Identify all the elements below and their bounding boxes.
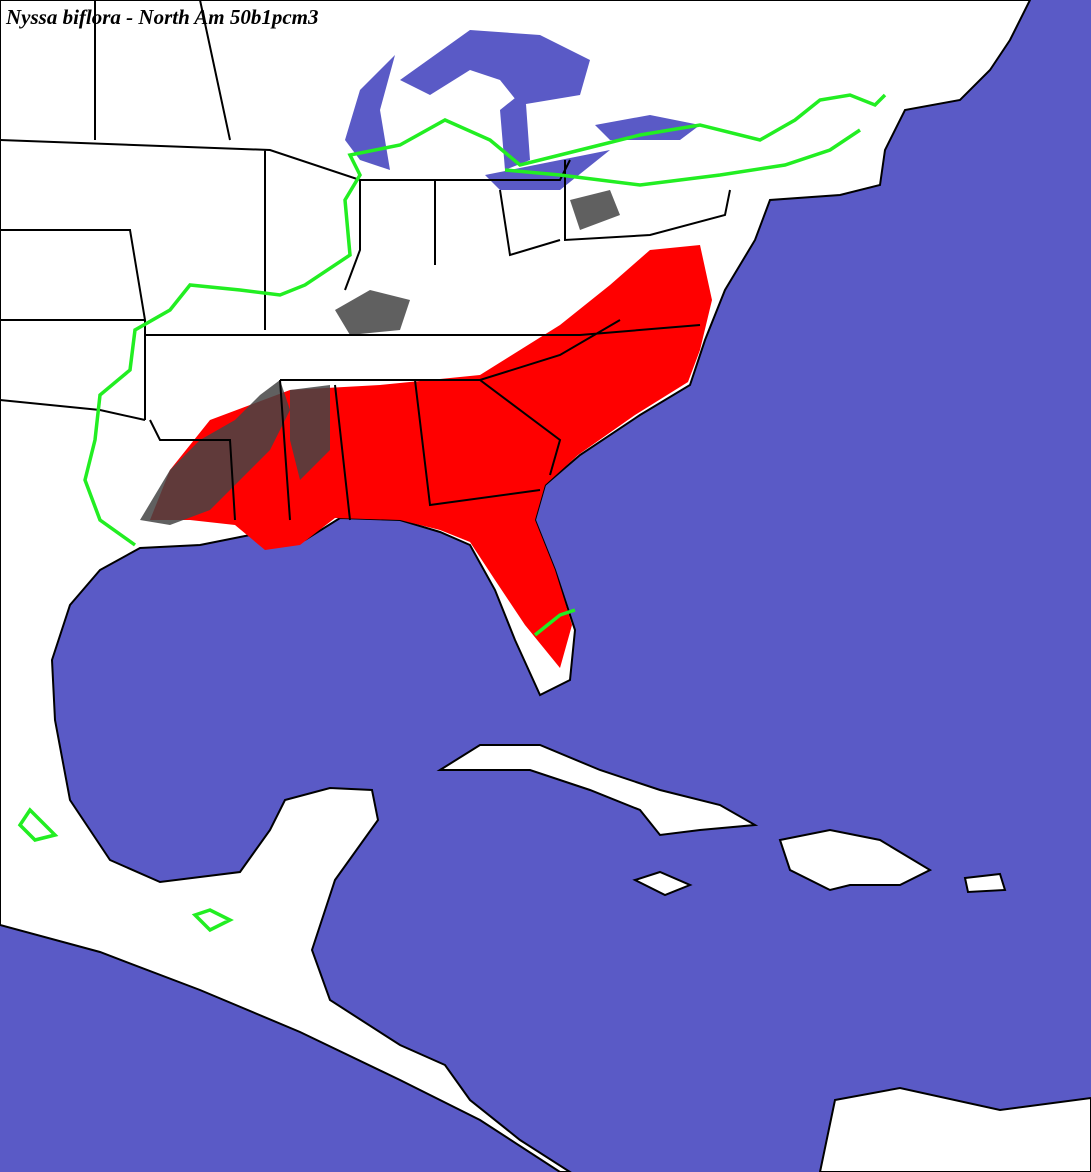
jamaica bbox=[632, 870, 693, 897]
cuba bbox=[436, 744, 759, 837]
great-lakes bbox=[345, 30, 700, 190]
range-outline bbox=[17, 93, 887, 933]
range-red bbox=[150, 245, 712, 668]
south-america bbox=[818, 1086, 1091, 1172]
puerto-rico bbox=[963, 872, 1007, 894]
map-title: Nyssa biflora - North Am 50b1pcm3 bbox=[5, 5, 318, 29]
state-borders bbox=[0, 0, 731, 521]
hispaniola bbox=[778, 828, 933, 892]
range-dark bbox=[140, 190, 620, 525]
